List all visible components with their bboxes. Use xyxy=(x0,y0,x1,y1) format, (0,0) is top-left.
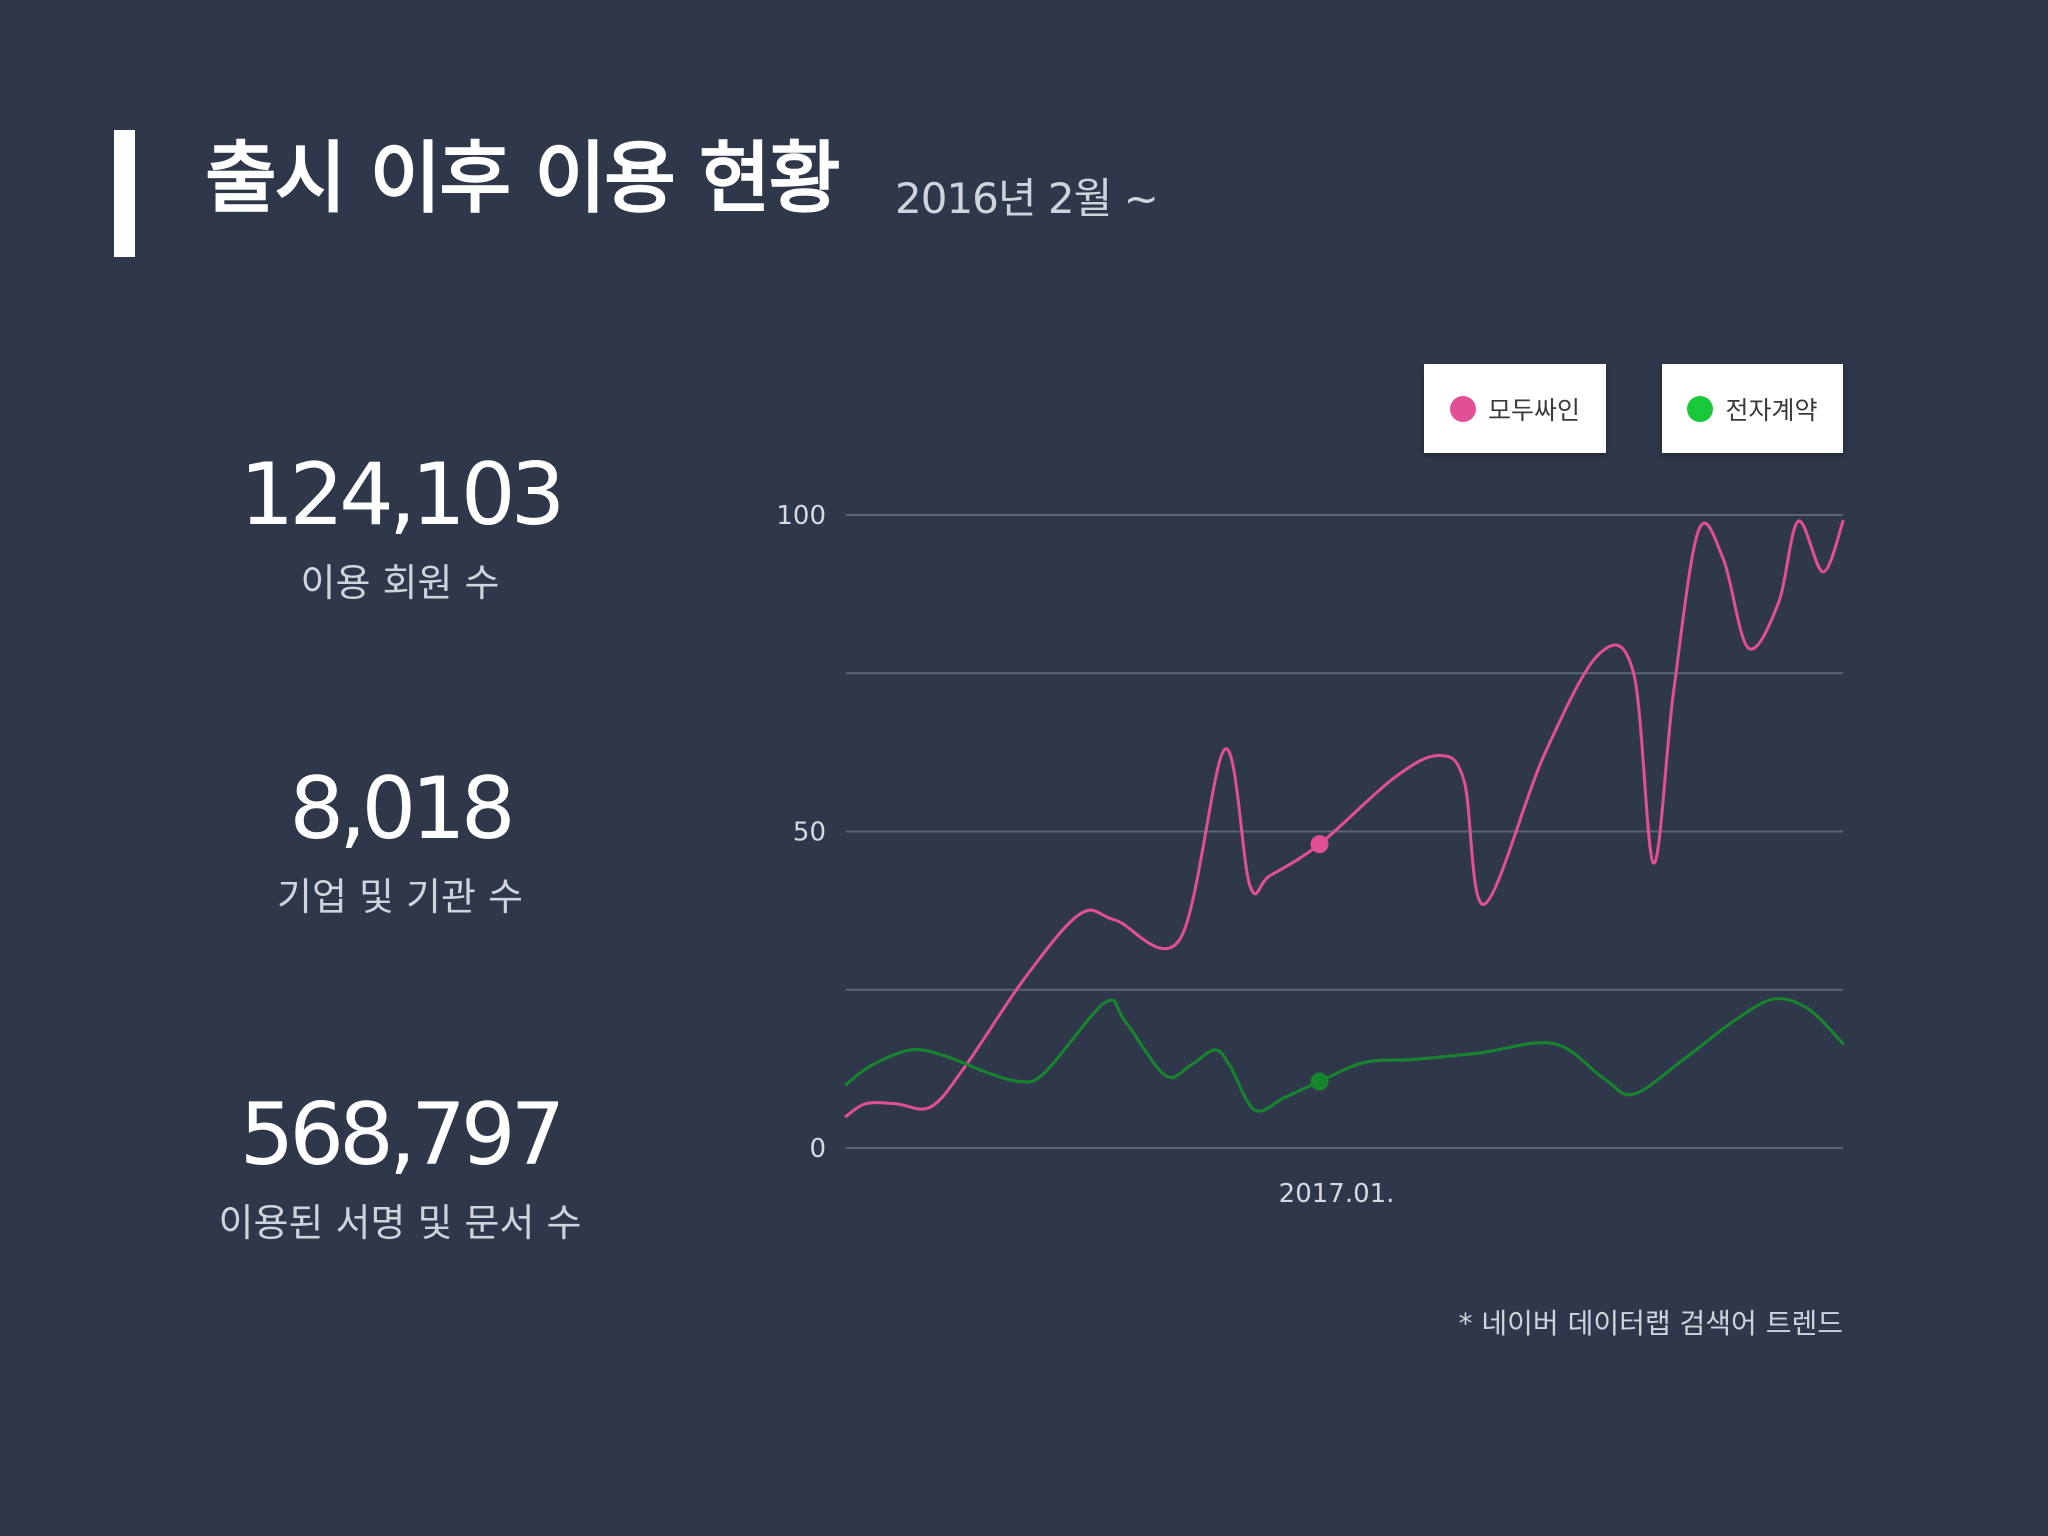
x-tick-label: 2017.01. xyxy=(1279,1179,1395,1209)
stat-organizations: 8,018 기업 및 기관 수 xyxy=(200,766,600,916)
page-subtitle: 2016년 2월 ~ xyxy=(895,174,1159,223)
series-marker xyxy=(1310,1072,1329,1091)
y-tick-label: 50 xyxy=(793,818,826,848)
stat-members: 124,103 이용 회원 수 xyxy=(200,452,600,602)
stat-value: 124,103 xyxy=(239,445,566,545)
stat-label: 이용된 서명 및 문서 수 xyxy=(218,1201,582,1245)
stat-label: 기업 및 기관 수 xyxy=(277,875,523,919)
y-tick-label: 100 xyxy=(776,501,826,531)
stat-label: 이용 회원 수 xyxy=(300,561,500,605)
stat-documents: 568,797 이용된 서명 및 문서 수 xyxy=(200,1092,600,1242)
y-tick-label: 0 xyxy=(809,1134,826,1164)
series-marker xyxy=(1310,835,1329,854)
stat-value: 8,018 xyxy=(289,759,515,859)
source-footnote: * 네이버 데이터랩 검색어 트렌드 xyxy=(1458,1307,1843,1340)
legend-label: 모두싸인 xyxy=(1487,395,1580,425)
series-line-modusign xyxy=(844,519,1845,1118)
title-accent-bar xyxy=(114,130,135,257)
legend-dot-icon xyxy=(1687,395,1714,422)
legend-dot-icon xyxy=(1449,395,1476,422)
legend-item-modusign: 모두싸인 xyxy=(1424,364,1606,453)
page-title: 출시 이후 이용 현황 xyxy=(205,134,841,224)
legend-label: 전자계약 xyxy=(1725,395,1818,425)
series-line-e-contract xyxy=(844,997,1845,1113)
legend-item-e-contract: 전자계약 xyxy=(1662,364,1843,453)
stat-value: 568,797 xyxy=(239,1085,566,1185)
